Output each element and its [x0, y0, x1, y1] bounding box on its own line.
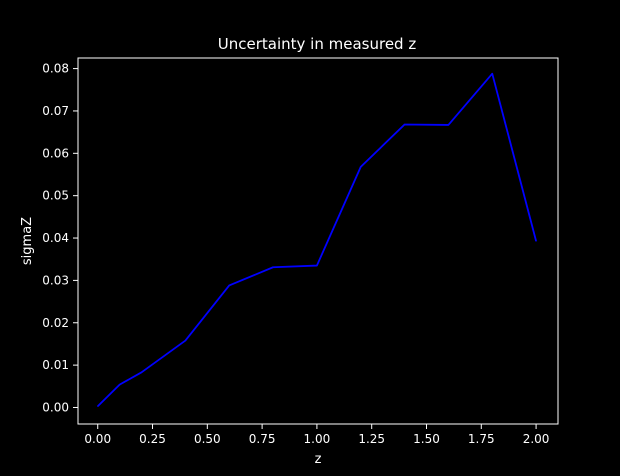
series-point [316, 264, 318, 267]
x-axis-label: z [315, 452, 322, 467]
y-tick-label: 0.01 [42, 358, 69, 372]
series-point [535, 240, 537, 242]
x-tick-label: 2.00 [523, 432, 550, 446]
series-point [97, 405, 99, 407]
y-axis-label: sigmaZ [20, 217, 35, 265]
y-tick-label: 0.08 [42, 62, 69, 76]
y-tick-label: 0.03 [42, 273, 69, 287]
series-point [491, 73, 493, 75]
series-point [228, 284, 230, 287]
series-point [140, 371, 143, 373]
series-point [360, 166, 362, 168]
plot-area-frame [77, 57, 559, 425]
series-point [403, 123, 406, 126]
x-tick-label: 1.25 [358, 432, 385, 446]
x-tick-label: 1.00 [304, 432, 331, 446]
y-tick-label: 0.02 [42, 316, 69, 330]
series-line [97, 72, 537, 407]
y-tick-label: 0.00 [42, 400, 69, 414]
x-tick-label: 0.75 [249, 432, 276, 446]
chart-title: Uncertainty in measured z [218, 35, 417, 53]
y-tick-label: 0.05 [42, 189, 69, 203]
series-layer [97, 72, 537, 407]
x-axis: 0.00 0.25 0.50 0.75 1.00 1.25 1.50 1.75 2.00 [84, 424, 549, 446]
x-tick-label: 1.50 [413, 432, 440, 446]
series-point [272, 266, 274, 268]
series-point [447, 124, 450, 126]
y-axis: 0.00 0.01 0.02 0.03 0.04 0.05 0.06 0.07 0.08 [42, 62, 78, 414]
y-tick-label: 0.04 [42, 231, 69, 245]
y-tick-label: 0.07 [42, 104, 69, 118]
series-point [119, 384, 121, 386]
x-tick-label: 0.00 [84, 432, 111, 446]
y-tick-label: 0.06 [42, 146, 69, 160]
x-tick-label: 0.25 [139, 432, 166, 446]
x-tick-label: 0.50 [194, 432, 221, 446]
x-tick-label: 1.75 [468, 432, 495, 446]
series-point [184, 339, 186, 342]
